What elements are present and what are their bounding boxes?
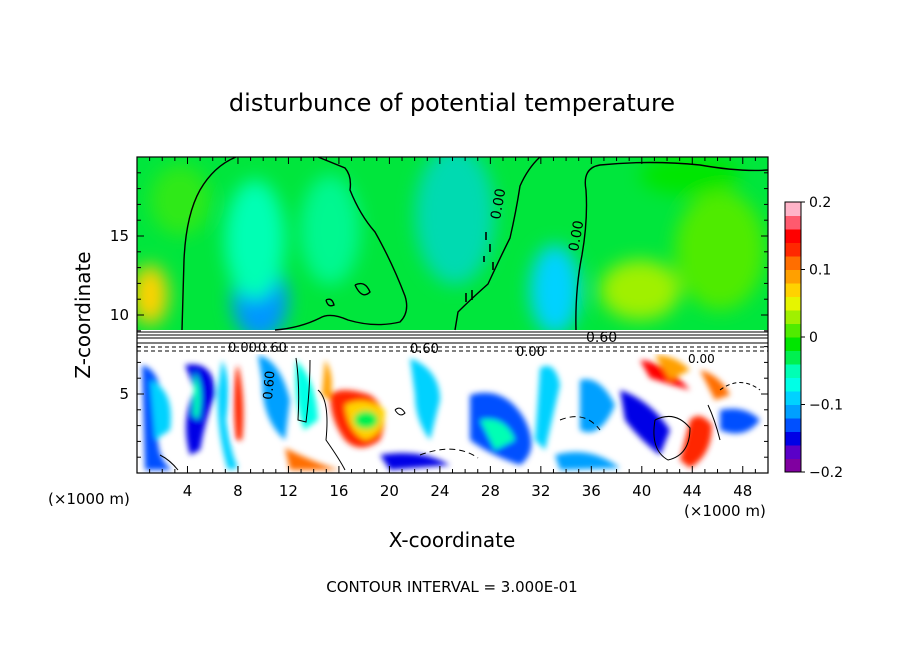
colorbar-swatch bbox=[785, 377, 801, 392]
upper-field-shading bbox=[137, 157, 765, 340]
lower-field-anomalies bbox=[142, 355, 760, 470]
colorbar bbox=[784, 201, 802, 473]
x-tick-label: 16 bbox=[329, 482, 348, 500]
colorbar-swatch bbox=[785, 404, 801, 419]
colorbar-swatch bbox=[785, 350, 801, 365]
colorbar-swatch bbox=[785, 229, 801, 243]
x-tick-label: 36 bbox=[582, 482, 601, 500]
y-tick-label: 10 bbox=[110, 306, 129, 324]
x-tick-label: 24 bbox=[430, 482, 449, 500]
contour-label: 0.00 bbox=[516, 345, 545, 360]
y-tick-label: 15 bbox=[110, 227, 129, 245]
x-tick-label: 20 bbox=[380, 482, 399, 500]
y-axis-label: Z-coordinate bbox=[71, 251, 95, 378]
transition-band bbox=[137, 330, 768, 354]
colorbar-swatch bbox=[785, 202, 801, 216]
contour-labels: 0.00 0.00 0.60 0.00 0.60 0.00 0.60 0.60 … bbox=[228, 187, 715, 400]
colorbar-swatch bbox=[785, 445, 801, 459]
x-axis-label: X-coordinate bbox=[389, 528, 516, 552]
colorbar-swatch bbox=[785, 283, 801, 297]
x-tick-label: 28 bbox=[481, 482, 500, 500]
band-contours bbox=[137, 331, 768, 352]
colorbar-tick-label: −0.2 bbox=[809, 465, 843, 481]
chart-title: disturbunce of potential temperature bbox=[229, 89, 675, 117]
contour-label: 0.60 bbox=[258, 341, 287, 356]
colorbar-tick-label: 0.1 bbox=[809, 263, 831, 279]
colorbar-ticks: 0.2 0.1 0 −0.1 −0.2 bbox=[801, 195, 843, 481]
colorbar-swatch bbox=[785, 458, 801, 473]
y-axis: 5 10 15 bbox=[110, 156, 768, 474]
colorbar-swatch bbox=[785, 242, 801, 257]
colorbar-swatch bbox=[785, 418, 801, 432]
x-tick-label: 40 bbox=[632, 482, 651, 500]
x-unit-label-left: (×1000 m) bbox=[48, 490, 130, 508]
contour-label: 0.00 bbox=[688, 352, 715, 366]
x-tick-label: 8 bbox=[233, 482, 243, 500]
contour-label: 0.00 bbox=[228, 341, 257, 356]
lower-contours bbox=[159, 357, 761, 471]
x-tick-label: 44 bbox=[683, 482, 702, 500]
contour-label: 0.60 bbox=[261, 370, 278, 400]
colorbar-swatch bbox=[785, 391, 801, 405]
dashed-contour-fragments bbox=[465, 232, 494, 302]
contour-label: 0.60 bbox=[410, 342, 439, 357]
x-tick-label: 4 bbox=[183, 482, 193, 500]
plot-area bbox=[137, 157, 768, 473]
x-unit-label-right: (×1000 m) bbox=[684, 502, 766, 520]
x-tick-label: 32 bbox=[531, 482, 550, 500]
colorbar-swatch bbox=[785, 337, 801, 351]
colorbar-swatch bbox=[785, 269, 801, 284]
contour-interval-note: CONTOUR INTERVAL = 3.000E-01 bbox=[326, 578, 577, 596]
colorbar-swatch bbox=[785, 215, 801, 230]
x-tick-label: 48 bbox=[733, 482, 752, 500]
colorbar-swatch bbox=[785, 296, 801, 311]
colorbar-swatch bbox=[785, 364, 801, 378]
contour-label: 0.00 bbox=[566, 219, 587, 252]
colorbar-tick-label: 0.2 bbox=[809, 195, 831, 211]
colorbar-swatch bbox=[785, 323, 801, 338]
colorbar-swatch bbox=[785, 431, 801, 446]
colorbar-swatch bbox=[785, 310, 801, 324]
colorbar-swatch bbox=[785, 256, 801, 270]
colorbar-tick-label: 0 bbox=[809, 330, 818, 346]
upper-contours bbox=[181, 157, 768, 331]
contour-label: 0.60 bbox=[586, 330, 617, 346]
contour-label: 0.00 bbox=[488, 187, 509, 220]
x-tick-label: 12 bbox=[279, 482, 298, 500]
colorbar-tick-label: −0.1 bbox=[809, 398, 843, 414]
x-axis: 4 8 12 16 20 24 28 32 36 40 44 48 bbox=[136, 157, 769, 500]
y-tick-label: 5 bbox=[119, 385, 129, 403]
